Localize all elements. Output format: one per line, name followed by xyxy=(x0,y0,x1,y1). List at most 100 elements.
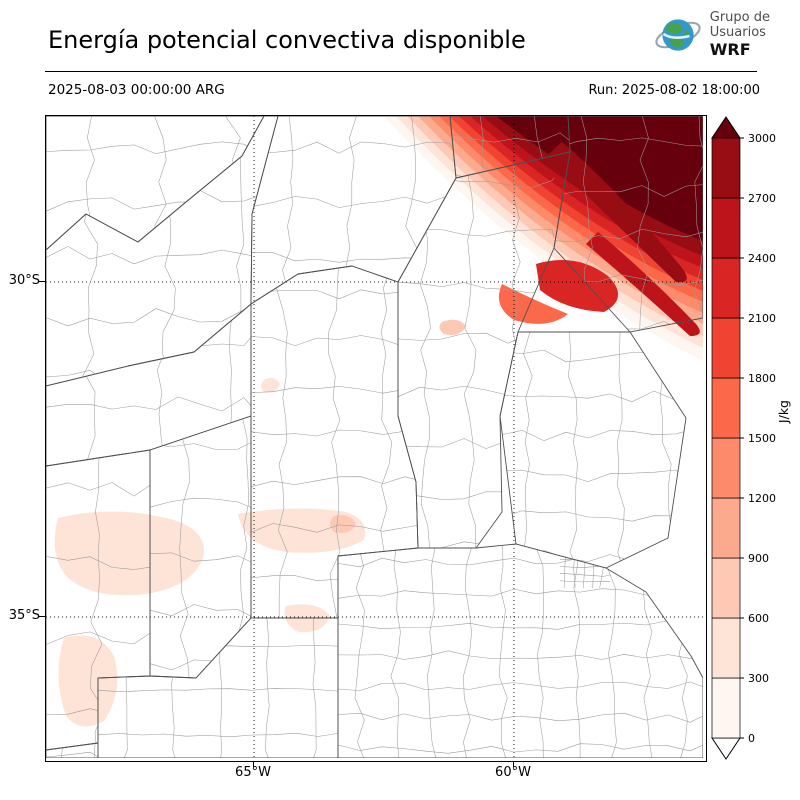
department-boundary-line xyxy=(500,469,686,482)
colorbar-tick-label: 2400 xyxy=(748,252,776,265)
department-cluster xyxy=(251,266,418,618)
department-boundary-line xyxy=(419,152,431,548)
department-boundary-line xyxy=(46,482,150,497)
page-title: Energía potencial convectiva disponible xyxy=(48,26,526,54)
department-boundary-line xyxy=(500,390,686,403)
department-cluster xyxy=(46,116,264,250)
cape-contour-fill xyxy=(54,511,205,596)
cape-shading xyxy=(54,116,703,727)
department-boundary-line xyxy=(398,332,555,344)
department-boundary-line xyxy=(219,618,222,758)
colorbar-canvas: 0 300 600 900 1200 1500 1800 2100 2400 2700 3000 xyxy=(711,116,776,760)
logo-line1: Grupo de xyxy=(709,10,770,25)
latlon-gridlines xyxy=(46,116,703,758)
colorbar-segment xyxy=(711,557,741,619)
department-boundary-line xyxy=(534,544,544,758)
colorbar-segment xyxy=(711,677,741,739)
department-boundary-line xyxy=(157,304,168,466)
department-boundary-line xyxy=(265,618,270,758)
province-boundary xyxy=(97,617,339,759)
department-boundary-line xyxy=(498,544,508,758)
department-boundary-line xyxy=(46,751,98,758)
department-boundary-line xyxy=(150,659,251,671)
colorbar-tick-label: 600 xyxy=(748,612,769,625)
lat-tick-mark-30s xyxy=(39,281,45,282)
colorbar-over-arrow xyxy=(711,116,741,139)
department-boundary-line xyxy=(338,743,703,754)
department-boundary-line xyxy=(463,544,473,758)
department-boundary-line xyxy=(606,544,617,758)
department-boundary-line xyxy=(559,580,611,583)
department-boundary-line xyxy=(82,304,97,466)
department-boundary-line xyxy=(559,549,611,553)
department-boundary-line xyxy=(659,332,672,568)
department-boundary-line xyxy=(338,681,703,691)
province-boundary xyxy=(46,742,99,759)
colorbar-tick-label: 3000 xyxy=(748,132,776,145)
department-boundary-line xyxy=(554,137,703,150)
department-boundary-line xyxy=(573,544,581,758)
globe-icon xyxy=(655,19,701,51)
department-boundary-line xyxy=(338,650,703,660)
colorbar-segment xyxy=(711,617,741,679)
department-boundary-line xyxy=(61,743,64,758)
department-boundary-line xyxy=(554,228,703,243)
department-boundary-line xyxy=(251,523,418,533)
department-boundary-line xyxy=(500,510,686,522)
department-cluster xyxy=(338,544,703,758)
department-boundary-line xyxy=(251,476,418,487)
province-boundaries xyxy=(46,116,704,759)
department-boundary-line xyxy=(154,116,167,250)
department-boundary-line xyxy=(46,184,278,203)
department-boundary-line xyxy=(179,416,190,678)
map-frame xyxy=(45,115,707,762)
department-boundary-line xyxy=(345,116,357,304)
department-boundary-line xyxy=(229,304,239,466)
cape-contour-fill xyxy=(58,635,118,727)
department-boundary-line xyxy=(46,246,278,265)
colorbar-segment xyxy=(711,497,741,559)
logo-line3: WRF xyxy=(709,39,751,59)
department-boundary-line xyxy=(46,197,264,212)
department-boundary-line xyxy=(251,335,418,348)
department-boundary-line xyxy=(312,618,317,758)
province-boundary xyxy=(499,331,687,569)
cape-contour-fill xyxy=(586,232,700,336)
colorbar-tick-label: 2700 xyxy=(748,192,776,205)
department-boundary-line xyxy=(46,556,150,570)
lon-tick-mark-60w xyxy=(513,761,514,767)
colorbar-tick-label: 2100 xyxy=(748,312,776,325)
department-boundary-line xyxy=(380,266,392,618)
department-boundary-line xyxy=(46,396,251,412)
map-canvas xyxy=(46,116,704,759)
department-boundary-line xyxy=(523,332,533,568)
department-boundary-line xyxy=(162,155,176,386)
colorbar-unit-label: J/kg xyxy=(776,400,791,424)
run-time-label: Run: 2025-08-02 18:00:00 xyxy=(588,83,760,98)
department-boundary-line xyxy=(479,116,485,178)
department-cluster xyxy=(46,743,98,758)
colorbar-segment xyxy=(711,197,741,259)
department-boundary-line xyxy=(643,544,653,758)
department-boundary-line xyxy=(282,116,294,304)
colorbar-tick-label: 900 xyxy=(748,552,769,565)
lat-tick-mark-35s xyxy=(39,616,45,617)
department-boundary-line xyxy=(46,332,251,348)
department-boundary-line xyxy=(637,116,649,332)
lat-tick-label-30s: 30°S xyxy=(8,273,40,288)
colorbar-segment xyxy=(711,377,741,439)
lon-tick-label-65w: 65°W xyxy=(235,765,271,780)
department-boundary-line xyxy=(251,288,418,300)
department-boundary-line xyxy=(398,438,555,449)
cape-contour-fill xyxy=(261,377,280,393)
department-boundary-line xyxy=(86,116,95,250)
department-boundary-line xyxy=(328,266,341,618)
province-boundary xyxy=(46,116,265,251)
department-boundary-line xyxy=(500,550,686,562)
department-boundary-line xyxy=(46,141,264,156)
department-boundary-line xyxy=(276,266,288,618)
colorbar-tick-label: 1800 xyxy=(748,372,776,385)
department-boundary-line xyxy=(338,712,703,723)
cape-contour-fill xyxy=(439,319,466,335)
department-boundary-line xyxy=(338,588,703,599)
